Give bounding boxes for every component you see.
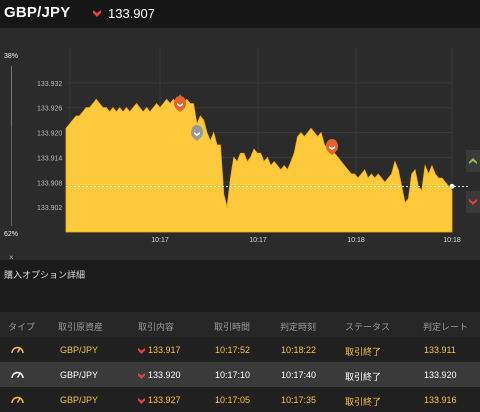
price-area [65, 94, 453, 233]
price-chart[interactable]: 133.932 133.926 133.920 133.914 133.908 133.9… [0, 28, 480, 260]
header-type: タイプ [8, 322, 36, 332]
header-status: ステータス [345, 322, 391, 332]
x-tick-label: 10:18 [347, 237, 365, 244]
entry-marker-icon [174, 96, 186, 112]
row-content: 133.920 [138, 370, 181, 380]
current-price: 133.907 [108, 6, 155, 21]
y-tick-label: 133.932 [37, 81, 62, 88]
header-judge-rate: 判定レート [423, 322, 469, 332]
table-header: タイプ 取引原資産 取引内容 取引時間 判定時刻 ステータス 判定レート [0, 312, 480, 337]
up-chevron-icon [469, 158, 477, 164]
row-time: 10:17:05 [215, 395, 251, 405]
down-chevron-icon [138, 347, 145, 354]
gauge-up-bar [11, 66, 12, 126]
y-tick-label: 133.920 [37, 131, 62, 138]
row-asset: GBP/JPY [60, 345, 99, 355]
close-gauge-button[interactable]: × [9, 253, 14, 262]
down-chevron-icon [138, 397, 145, 404]
pair-name: GBP/JPY [4, 4, 71, 21]
row-status: 取引終了 [345, 397, 382, 407]
gauge-down-bar [11, 126, 12, 226]
row-rate: 133.920 [424, 370, 457, 380]
row-rate: 133.916 [424, 395, 457, 405]
x-tick-label: 10:17 [249, 237, 267, 244]
current-price-dot [449, 183, 455, 189]
gauge-top-percent: 38% [4, 53, 19, 60]
y-tick-label: 133.914 [37, 155, 62, 162]
section-header: 購入オプション詳細 [0, 262, 480, 284]
sentiment-gauge: 38% 62% × [0, 48, 24, 262]
high-button[interactable] [466, 150, 480, 172]
entry-marker-icon [191, 125, 203, 141]
row-time: 10:17:10 [215, 370, 251, 380]
row-judge-time: 10:17:35 [281, 395, 317, 405]
table-row[interactable]: GBP/JPY 133.927 10:17:05 10:17:35 取引終了 1… [0, 387, 480, 412]
down-chevron-icon [93, 10, 101, 17]
y-tick-label: 133.926 [37, 106, 62, 113]
entry-marker-icon [326, 139, 338, 155]
low-button[interactable] [466, 191, 480, 213]
y-tick-label: 133.902 [37, 205, 62, 212]
y-tick-label: 133.908 [37, 180, 62, 187]
row-judge-time: 10:17:40 [281, 370, 317, 380]
row-status: 取引終了 [345, 347, 382, 357]
header-content: 取引内容 [138, 322, 175, 332]
row-judge-time: 10:18:22 [281, 345, 317, 355]
gauge-icon [11, 346, 24, 354]
header-bar: GBP/JPY 133.907 [0, 0, 480, 28]
row-asset: GBP/JPY [60, 395, 99, 405]
table-row[interactable]: GBP/JPY 133.917 10:17:52 10:18:22 取引終了 1… [0, 337, 480, 362]
row-status: 取引終了 [345, 372, 382, 382]
x-tick-label: 10:18 [443, 237, 461, 244]
row-asset: GBP/JPY [60, 370, 99, 380]
row-rate: 133.911 [424, 345, 456, 355]
table-row[interactable]: GBP/JPY 133.920 10:17:10 10:17:40 取引終了 1… [0, 362, 480, 387]
gauge-icon [11, 371, 24, 379]
header-time: 取引時間 [214, 322, 251, 332]
row-time: 10:17:52 [215, 345, 251, 355]
row-content: 133.917 [138, 345, 181, 355]
x-tick-label: 10:17 [151, 237, 169, 244]
section-title: 購入オプション詳細 [4, 270, 86, 280]
down-chevron-icon [138, 372, 145, 379]
gauge-bottom-percent: 62% [4, 231, 19, 238]
gauge-icon [11, 396, 24, 404]
down-chevron-icon [469, 199, 477, 205]
chart-panel[interactable]: 133.932 133.926 133.920 133.914 133.908 133.9… [0, 28, 480, 262]
header-asset: 取引原資産 [58, 322, 104, 332]
header-judge-time: 判定時刻 [280, 322, 317, 332]
row-content: 133.927 [138, 395, 181, 405]
